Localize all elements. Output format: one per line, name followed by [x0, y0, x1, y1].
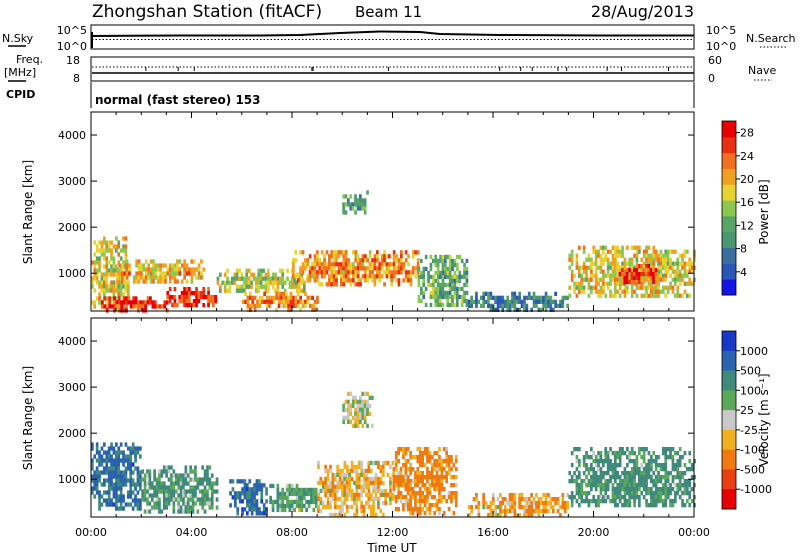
- date-title: 28/Aug/2013: [591, 2, 694, 21]
- cpid-text: normal (fast stereo) 153: [95, 93, 261, 107]
- power-colorbar-tick: 16: [740, 196, 754, 209]
- power-echo-region: [116, 259, 206, 284]
- velocity-colorbar-tick: -1000: [740, 483, 772, 496]
- power-echo-region: [618, 264, 658, 285]
- velocity-colorbar-tick: 25: [740, 404, 754, 417]
- power-ylabel: Slant Range [km]: [21, 160, 35, 264]
- velocity-ylabel: Slant Range [km]: [21, 366, 35, 470]
- freq-tick-bottom: 8: [73, 72, 80, 85]
- velocity-echo-region: [568, 447, 696, 508]
- nsky-strip: [90, 24, 695, 50]
- xtick-label: 20:00: [578, 526, 610, 539]
- power-panel: 1000 2000 3000 4000 Slant Range [km]: [21, 111, 696, 313]
- velocity-colorbar-label: Velocity [m s⁻¹]: [757, 373, 771, 466]
- nsky-tick-top: 10^5: [57, 24, 87, 37]
- power-echo-region: [467, 291, 569, 312]
- beam-title: Beam 11: [355, 3, 422, 21]
- power-ytick-label: 3000: [58, 175, 86, 188]
- velocity-colorbar-tick: -500: [740, 463, 765, 476]
- power-colorbar-tick: 20: [740, 173, 754, 186]
- power-colorbar-tick: 28: [740, 127, 754, 140]
- velocity-echo-region: [317, 460, 395, 518]
- cpid-label: CPID: [6, 88, 35, 101]
- velocity-colorbar: 1000 500 100 25 -25 -100 -500 -1000: [721, 330, 772, 510]
- power-colorbar-label: Power [dB]: [757, 179, 771, 244]
- velocity-echo-region: [229, 479, 268, 516]
- velocity-colorbar-tick: 500: [740, 365, 761, 378]
- power-ytick-label: 4000: [58, 129, 86, 142]
- velocity-ytick-label: 3000: [58, 381, 86, 394]
- x-axis-label: Time UT: [366, 541, 417, 554]
- nsearch-tick-top: 10^5: [706, 24, 736, 37]
- xtick-label: 08:00: [276, 526, 308, 539]
- power-echo-region: [417, 254, 469, 308]
- nsky-trace: [91, 30, 694, 37]
- nave-label: Nave: [748, 64, 776, 77]
- power-echo-region: [101, 296, 169, 313]
- power-colorbar: 4 8 12 16 20 24 28: [721, 120, 754, 296]
- freq-unit: [MHz]: [4, 66, 36, 79]
- velocity-panel: 1000 2000 3000 4000 Slant Range [km]: [21, 317, 696, 518]
- power-echo-region: [292, 250, 420, 287]
- power-echo-region: [342, 190, 369, 215]
- power-colorbar-tick: 24: [740, 150, 754, 163]
- nsearch-tick-bottom: 10^0: [706, 40, 736, 53]
- velocity-ytick-label: 4000: [58, 335, 86, 348]
- velocity-ytick-label: 2000: [58, 427, 86, 440]
- power-echo-region: [568, 245, 696, 298]
- freq-tick-top: 18: [66, 54, 80, 67]
- velocity-colorbar-tick: -25: [740, 424, 758, 437]
- velocity-echo-region: [91, 442, 142, 511]
- velocity-echo-region: [342, 391, 374, 428]
- power-echo-region: [241, 291, 319, 312]
- station-title: Zhongshan Station (fitACF): [92, 2, 322, 22]
- nave-tick-top: 60: [708, 54, 722, 67]
- velocity-echo-region: [392, 447, 458, 516]
- xtick-label: 16:00: [477, 526, 509, 539]
- nsky-tick-bottom: 10^0: [57, 40, 87, 53]
- power-ytick-label: 2000: [58, 221, 86, 234]
- nsearch-label: N.Search: [746, 32, 796, 45]
- freq-strip: [90, 56, 695, 82]
- power-ytick-label: 1000: [58, 267, 86, 280]
- xtick-label: 04:00: [176, 526, 208, 539]
- xtick-label: 00:00: [678, 526, 710, 539]
- velocity-colorbar-tick: 1000: [740, 345, 768, 358]
- velocity-echo-region: [467, 493, 569, 518]
- nsky-label: N.Sky: [2, 32, 34, 45]
- xtick-label: 12:00: [377, 526, 409, 539]
- power-echo-region: [166, 287, 218, 308]
- power-colorbar-tick: 4: [740, 266, 747, 279]
- freq-label: Freq.: [16, 53, 43, 66]
- power-colorbar-tick: 8: [740, 243, 747, 256]
- power-colorbar-tick: 12: [740, 219, 754, 232]
- velocity-echo-region: [141, 465, 219, 514]
- velocity-echo-region: [269, 483, 318, 513]
- power-echo-region: [216, 268, 306, 293]
- nave-tick-bottom: 0: [708, 72, 715, 85]
- velocity-ytick-label: 1000: [58, 473, 86, 486]
- xtick-label: 00:00: [75, 526, 107, 539]
- velocity-colorbar-tick: -100: [740, 444, 765, 457]
- velocity-colorbar-tick: 100: [740, 384, 761, 397]
